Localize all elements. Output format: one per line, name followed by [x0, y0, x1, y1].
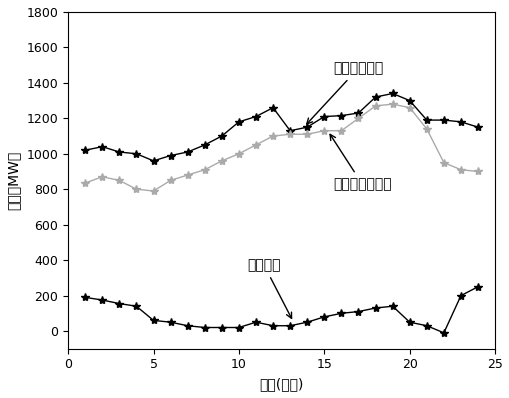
- Text: 电动汽车: 电动汽车: [247, 258, 291, 318]
- Text: 包含电动汽车: 包含电动汽车: [306, 62, 382, 124]
- Y-axis label: 功率（MW）: 功率（MW）: [7, 151, 21, 210]
- X-axis label: 时刻(小时): 时刻(小时): [259, 377, 303, 391]
- Text: 不包含电动汽车: 不包含电动汽车: [329, 135, 391, 191]
